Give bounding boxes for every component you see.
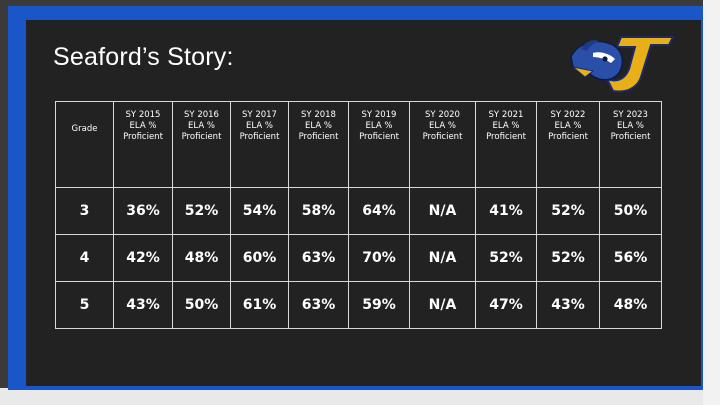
grade-cell: 5: [55, 281, 114, 329]
value-cell: 58%: [288, 187, 349, 235]
grade-cell: 4: [55, 234, 114, 282]
grade-cell: 3: [55, 187, 114, 235]
background-strip-right: [703, 0, 720, 405]
value-cell: 43%: [536, 281, 600, 329]
value-cell: 42%: [113, 234, 173, 282]
slide-title: Seaford’s Story:: [53, 43, 234, 71]
ela-proficiency-table: Grade SY 2015 ELA % Proficient SY 2016 ELA …: [55, 101, 662, 329]
value-cell: 47%: [475, 281, 537, 329]
value-cell: 64%: [348, 187, 410, 235]
value-cell: 41%: [475, 187, 537, 235]
column-header-sy2020: SY 2020 ELA % Proficient: [409, 101, 476, 188]
value-cell: 70%: [348, 234, 410, 282]
column-header-sy2019: SY 2019 ELA % Proficient: [348, 101, 410, 188]
column-header-sy2023: SY 2023 ELA % Proficient: [599, 101, 662, 188]
table-header-row: Grade SY 2015 ELA % Proficient SY 2016 ELA …: [55, 101, 662, 188]
value-cell: 52%: [536, 187, 600, 235]
value-cell: 63%: [288, 234, 349, 282]
value-cell: 61%: [230, 281, 289, 329]
background-strip-bottom: [0, 388, 720, 405]
value-cell: 63%: [288, 281, 349, 329]
value-cell: 54%: [230, 187, 289, 235]
value-cell: 52%: [536, 234, 600, 282]
column-header-sy2016: SY 2016 ELA % Proficient: [172, 101, 231, 188]
column-header-sy2021: SY 2021 ELA % Proficient: [475, 101, 537, 188]
value-cell: N/A: [409, 187, 476, 235]
value-cell: 43%: [113, 281, 173, 329]
value-cell: 50%: [599, 187, 662, 235]
column-header-sy2017: SY 2017 ELA % Proficient: [230, 101, 289, 188]
value-cell: 36%: [113, 187, 173, 235]
grade-column-header: Grade: [55, 101, 114, 188]
value-cell: 59%: [348, 281, 410, 329]
value-cell: 48%: [172, 234, 231, 282]
value-cell: N/A: [409, 234, 476, 282]
value-cell: 48%: [599, 281, 662, 329]
value-cell: 60%: [230, 234, 289, 282]
table-row-grade-5: 5 43% 50% 61% 63% 59% N/A 47% 43% 48%: [55, 281, 662, 329]
column-header-sy2015: SY 2015 ELA % Proficient: [113, 101, 173, 188]
value-cell: 52%: [172, 187, 231, 235]
value-cell: 52%: [475, 234, 537, 282]
value-cell: 50%: [172, 281, 231, 329]
column-header-sy2018: SY 2018 ELA % Proficient: [288, 101, 349, 188]
table-row-grade-4: 4 42% 48% 60% 63% 70% N/A 52% 52% 56%: [55, 234, 662, 282]
column-header-sy2022: SY 2022 ELA % Proficient: [536, 101, 600, 188]
table-row-grade-3: 3 36% 52% 54% 58% 64% N/A 41% 52% 50%: [55, 187, 662, 235]
value-cell: N/A: [409, 281, 476, 329]
blue-jay-logo: [570, 36, 675, 93]
slide: Seaford’s Story: Grade SY 2015 ELA % Profi…: [26, 20, 701, 386]
value-cell: 56%: [599, 234, 662, 282]
